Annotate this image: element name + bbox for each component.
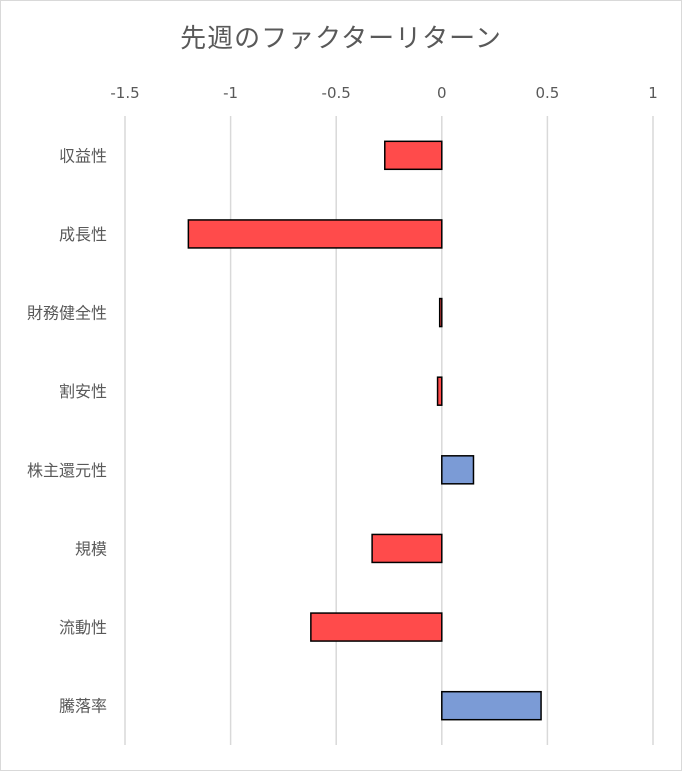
category-label: 割安性 xyxy=(59,382,107,401)
gridlines xyxy=(124,116,654,745)
x-tick-label: 0.5 xyxy=(535,84,559,102)
bar xyxy=(436,376,443,406)
bar xyxy=(371,533,443,564)
x-tick-label: 1 xyxy=(648,84,658,102)
x-tick-label: -1.5 xyxy=(110,84,139,102)
bar xyxy=(384,140,443,171)
category-label: 規模 xyxy=(75,539,107,558)
x-axis-ticks: -1.5 -1 -0.5 0 0.5 1 xyxy=(110,84,657,102)
x-tick-label: 0 xyxy=(437,84,447,102)
bars xyxy=(187,140,542,721)
bar xyxy=(441,690,542,721)
chart-title: 先週のファクターリターン xyxy=(180,24,502,54)
category-label: 株主還元性 xyxy=(27,461,107,480)
bar xyxy=(438,297,443,328)
x-tick-label: -1 xyxy=(223,84,238,102)
category-label: 成長性 xyxy=(59,225,107,244)
category-label: 収益性 xyxy=(59,146,107,165)
bar xyxy=(187,219,443,249)
category-label: 騰落率 xyxy=(59,697,107,716)
category-label: 財務健全性 xyxy=(27,304,107,323)
category-label: 流動性 xyxy=(59,618,107,637)
x-tick-label: -0.5 xyxy=(322,84,351,102)
bar xyxy=(441,455,475,485)
bar xyxy=(310,612,443,642)
